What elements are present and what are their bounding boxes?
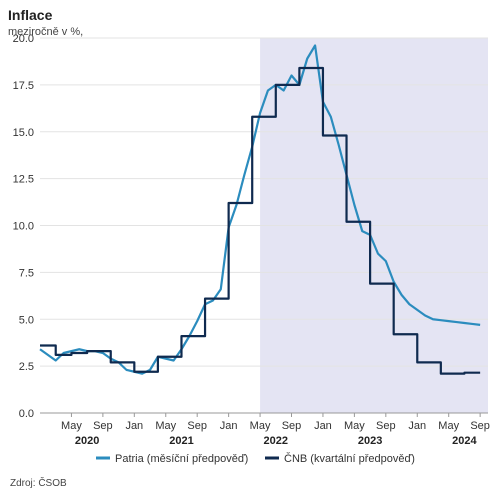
chart-subtitle: meziročně v %, (8, 26, 83, 38)
x-tick-label: Sep (187, 420, 207, 432)
y-tick-label: 12.5 (13, 174, 34, 186)
series-line-patria (39, 44, 481, 375)
source-note: Zdroj: ČSOB (10, 476, 67, 489)
legend-label-cnb: ČNB (kvartální předpověď) (284, 452, 415, 465)
x-tick-label: Sep (93, 420, 113, 432)
y-tick-label: 0.0 (19, 408, 34, 420)
y-tick-label: 5.0 (19, 314, 34, 326)
x-tick-label: Sep (376, 420, 396, 432)
series-lines (39, 44, 481, 375)
x-year-label: 2020 (75, 435, 99, 447)
x-tick-label: Jan (314, 420, 332, 432)
x-year-label: 2024 (452, 435, 477, 447)
x-tick-label: Jan (125, 420, 143, 432)
series-line-cnb (40, 66, 481, 375)
x-year-label: 2021 (169, 435, 193, 447)
y-tick-label: 10.0 (13, 221, 34, 233)
x-tick-label: May (61, 420, 82, 432)
x-tick-label: May (344, 420, 365, 432)
y-tick-label: 2.5 (19, 361, 34, 373)
y-tick-label: 20.0 (13, 33, 34, 45)
axes: 0.0 2.5 5.0 7.5 10.0 12.5 15.0 17.5 20.0 May Sep Ja… (13, 33, 490, 447)
x-tick-label: May (155, 420, 176, 432)
chart-title: Inflace (8, 7, 53, 23)
legend: Patria (měsíční předpověď) ČNB (kvartální… (96, 452, 415, 465)
x-year-label: 2023 (358, 435, 382, 447)
y-tick-label: 7.5 (19, 267, 34, 279)
x-tick-label: May (438, 420, 459, 432)
x-tick-label: Jan (220, 420, 238, 432)
x-tick-label: May (250, 420, 271, 432)
x-tick-label: Jan (408, 420, 426, 432)
x-year-label: 2022 (264, 435, 288, 447)
legend-label-patria: Patria (měsíční předpověď) (115, 453, 248, 465)
y-tick-label: 17.5 (13, 80, 34, 92)
x-tick-label: Sep (282, 420, 302, 432)
y-tick-label: 15.0 (13, 127, 34, 139)
x-tick-label: Sep (470, 420, 490, 432)
